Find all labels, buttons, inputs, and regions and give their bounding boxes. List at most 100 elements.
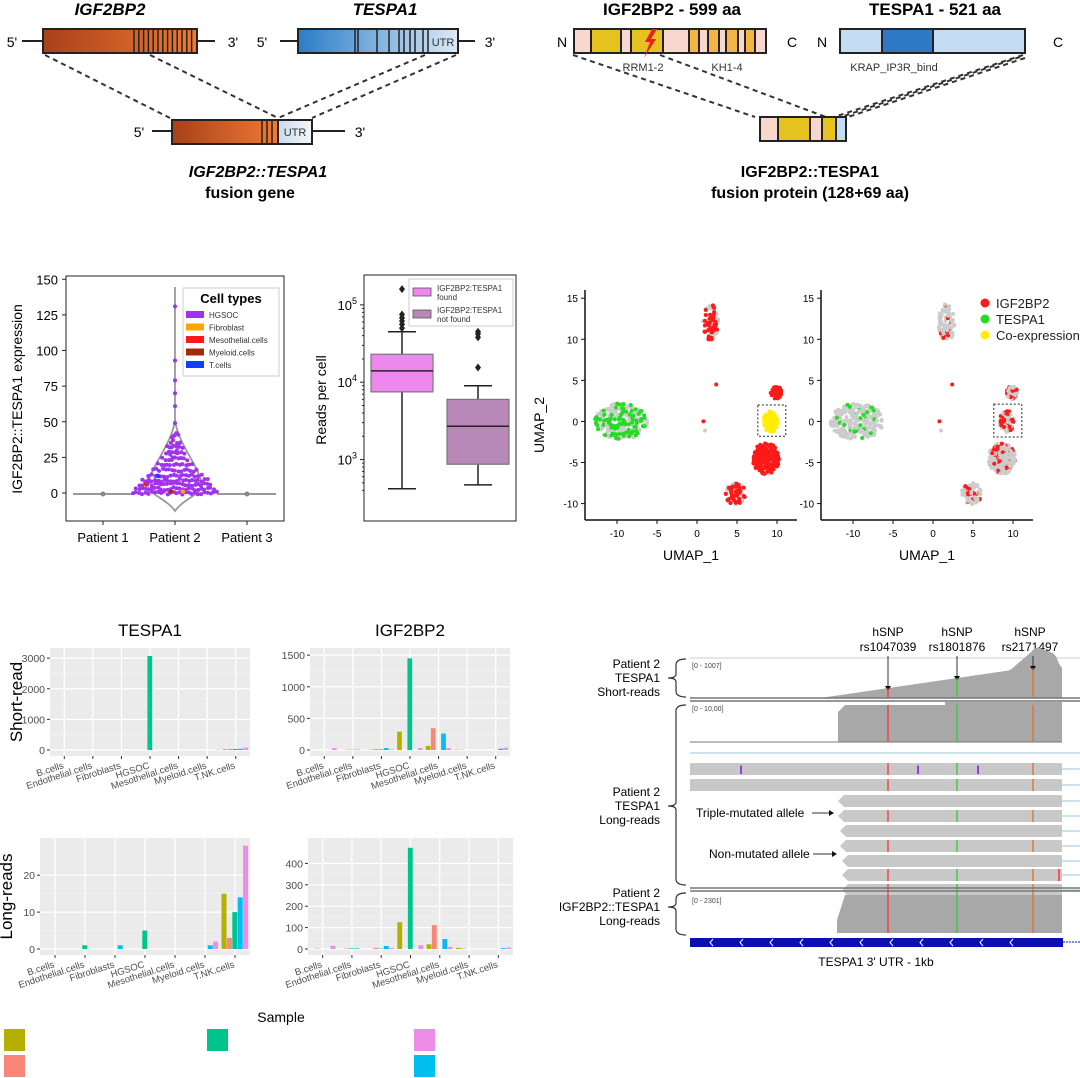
cell-point [853, 405, 858, 410]
row-label: Short-read [7, 662, 26, 742]
cell-point [834, 423, 839, 428]
x-tick-label: 0 [694, 529, 700, 540]
cell-point [165, 478, 170, 483]
cell-point [174, 462, 179, 467]
cell-point [188, 468, 193, 473]
cell-point [1010, 418, 1015, 423]
cell-point [146, 487, 151, 492]
y-tick-label: 10 [803, 335, 815, 346]
cell-point [170, 455, 175, 460]
cell-point [867, 421, 872, 426]
bar [441, 733, 446, 750]
y-tick-label: 200 [285, 901, 303, 913]
chart-title: IGF2BP2 [375, 621, 445, 640]
bar [389, 947, 394, 949]
bar [82, 945, 88, 949]
cell-point [950, 333, 955, 338]
cell-point [137, 487, 142, 492]
cell-point [601, 408, 606, 413]
gene1-5prime: 5' [7, 34, 17, 50]
protein-domain [573, 28, 592, 54]
bar [226, 937, 232, 949]
legend-dot [980, 298, 990, 308]
y-tick-label: 5 [572, 376, 578, 387]
long-read [840, 825, 1062, 837]
cell-point [177, 444, 182, 449]
cell-point [1005, 411, 1010, 416]
gene2-title: TESPA1 [353, 0, 418, 19]
cell-point [186, 486, 191, 491]
cell-point [166, 467, 171, 472]
cell-point [965, 491, 970, 496]
legend-label: IGF2BP2:TESPA1 [437, 306, 503, 315]
cell-point [837, 430, 842, 435]
y-tick-label: 300 [285, 880, 303, 892]
cell-point [133, 486, 138, 491]
cell-point [143, 486, 148, 491]
cell-point [874, 418, 879, 423]
cell-point [765, 442, 770, 447]
cell-point [175, 451, 180, 456]
igv-browser-view: hSNPrs1047039hSNPrs1801876hSNPrs2171497[… [559, 625, 1080, 969]
bar [237, 897, 243, 949]
outlier-point [399, 324, 405, 333]
fusion-gene-utr [277, 119, 313, 145]
tespa1-gene-box [297, 28, 459, 54]
cell-point [179, 450, 184, 455]
cell-point [154, 466, 159, 471]
cell-point [189, 491, 194, 496]
y-tick-label: 20 [23, 870, 35, 882]
cell-point [711, 315, 716, 320]
protein2-title: TESPA1 - 521 aa [869, 0, 1002, 19]
cell-point [639, 409, 644, 414]
fusion-gene-diagram: IGF2BP2 TESPA1 5' 3' 5' 3' UTR 5' 3' UTR… [7, 0, 495, 202]
gene2-3prime: 3' [485, 34, 495, 50]
cell-point [770, 429, 775, 434]
cell-point [629, 408, 634, 413]
track-label: Short-reads [597, 685, 660, 699]
cell-point [1004, 470, 1009, 475]
highlight-box [993, 403, 1023, 438]
outlier-point [475, 333, 481, 342]
mutation-lightning-icon [644, 29, 657, 58]
cell-point [735, 483, 740, 488]
cell-point [737, 499, 742, 504]
cell-point [603, 433, 608, 438]
strand-arrow-icon [829, 938, 834, 947]
cell-point [642, 424, 647, 429]
cell-point [842, 422, 847, 427]
cell-point [773, 459, 778, 464]
cell-point [760, 458, 765, 463]
cell-point [847, 420, 852, 425]
cell-point [596, 427, 601, 432]
x-tick-label: Patient 3 [221, 530, 272, 545]
cell-point [183, 473, 188, 478]
bar [233, 748, 238, 750]
bar [243, 845, 249, 949]
cell-point [835, 415, 840, 420]
cell-point [766, 454, 771, 459]
cell-point [860, 435, 865, 440]
sample-legend-swatch [4, 1029, 25, 1051]
gene-feature [690, 938, 1063, 947]
cell-point [612, 417, 617, 422]
cell-point [601, 422, 606, 427]
legend-label: Co-expression [996, 328, 1080, 343]
cell-point [773, 388, 778, 393]
y-tick-label: 15 [803, 294, 815, 305]
sample-legend-swatch [4, 1055, 25, 1077]
y-tick-label: 0 [299, 745, 305, 757]
cell-point [941, 335, 946, 340]
cell-point [606, 417, 611, 422]
cell-point [864, 417, 869, 422]
cell-point [179, 469, 184, 474]
cell-point [621, 406, 626, 411]
cell-point [937, 315, 942, 320]
domain-rrm-label: RRM1-2 [623, 62, 664, 74]
cell-point [758, 463, 763, 468]
snp-id: rs1047039 [860, 640, 917, 654]
cell-point [834, 409, 839, 414]
cell-point [765, 458, 770, 463]
annotation-non: Non-mutated allele [709, 847, 810, 861]
bar [498, 748, 504, 750]
